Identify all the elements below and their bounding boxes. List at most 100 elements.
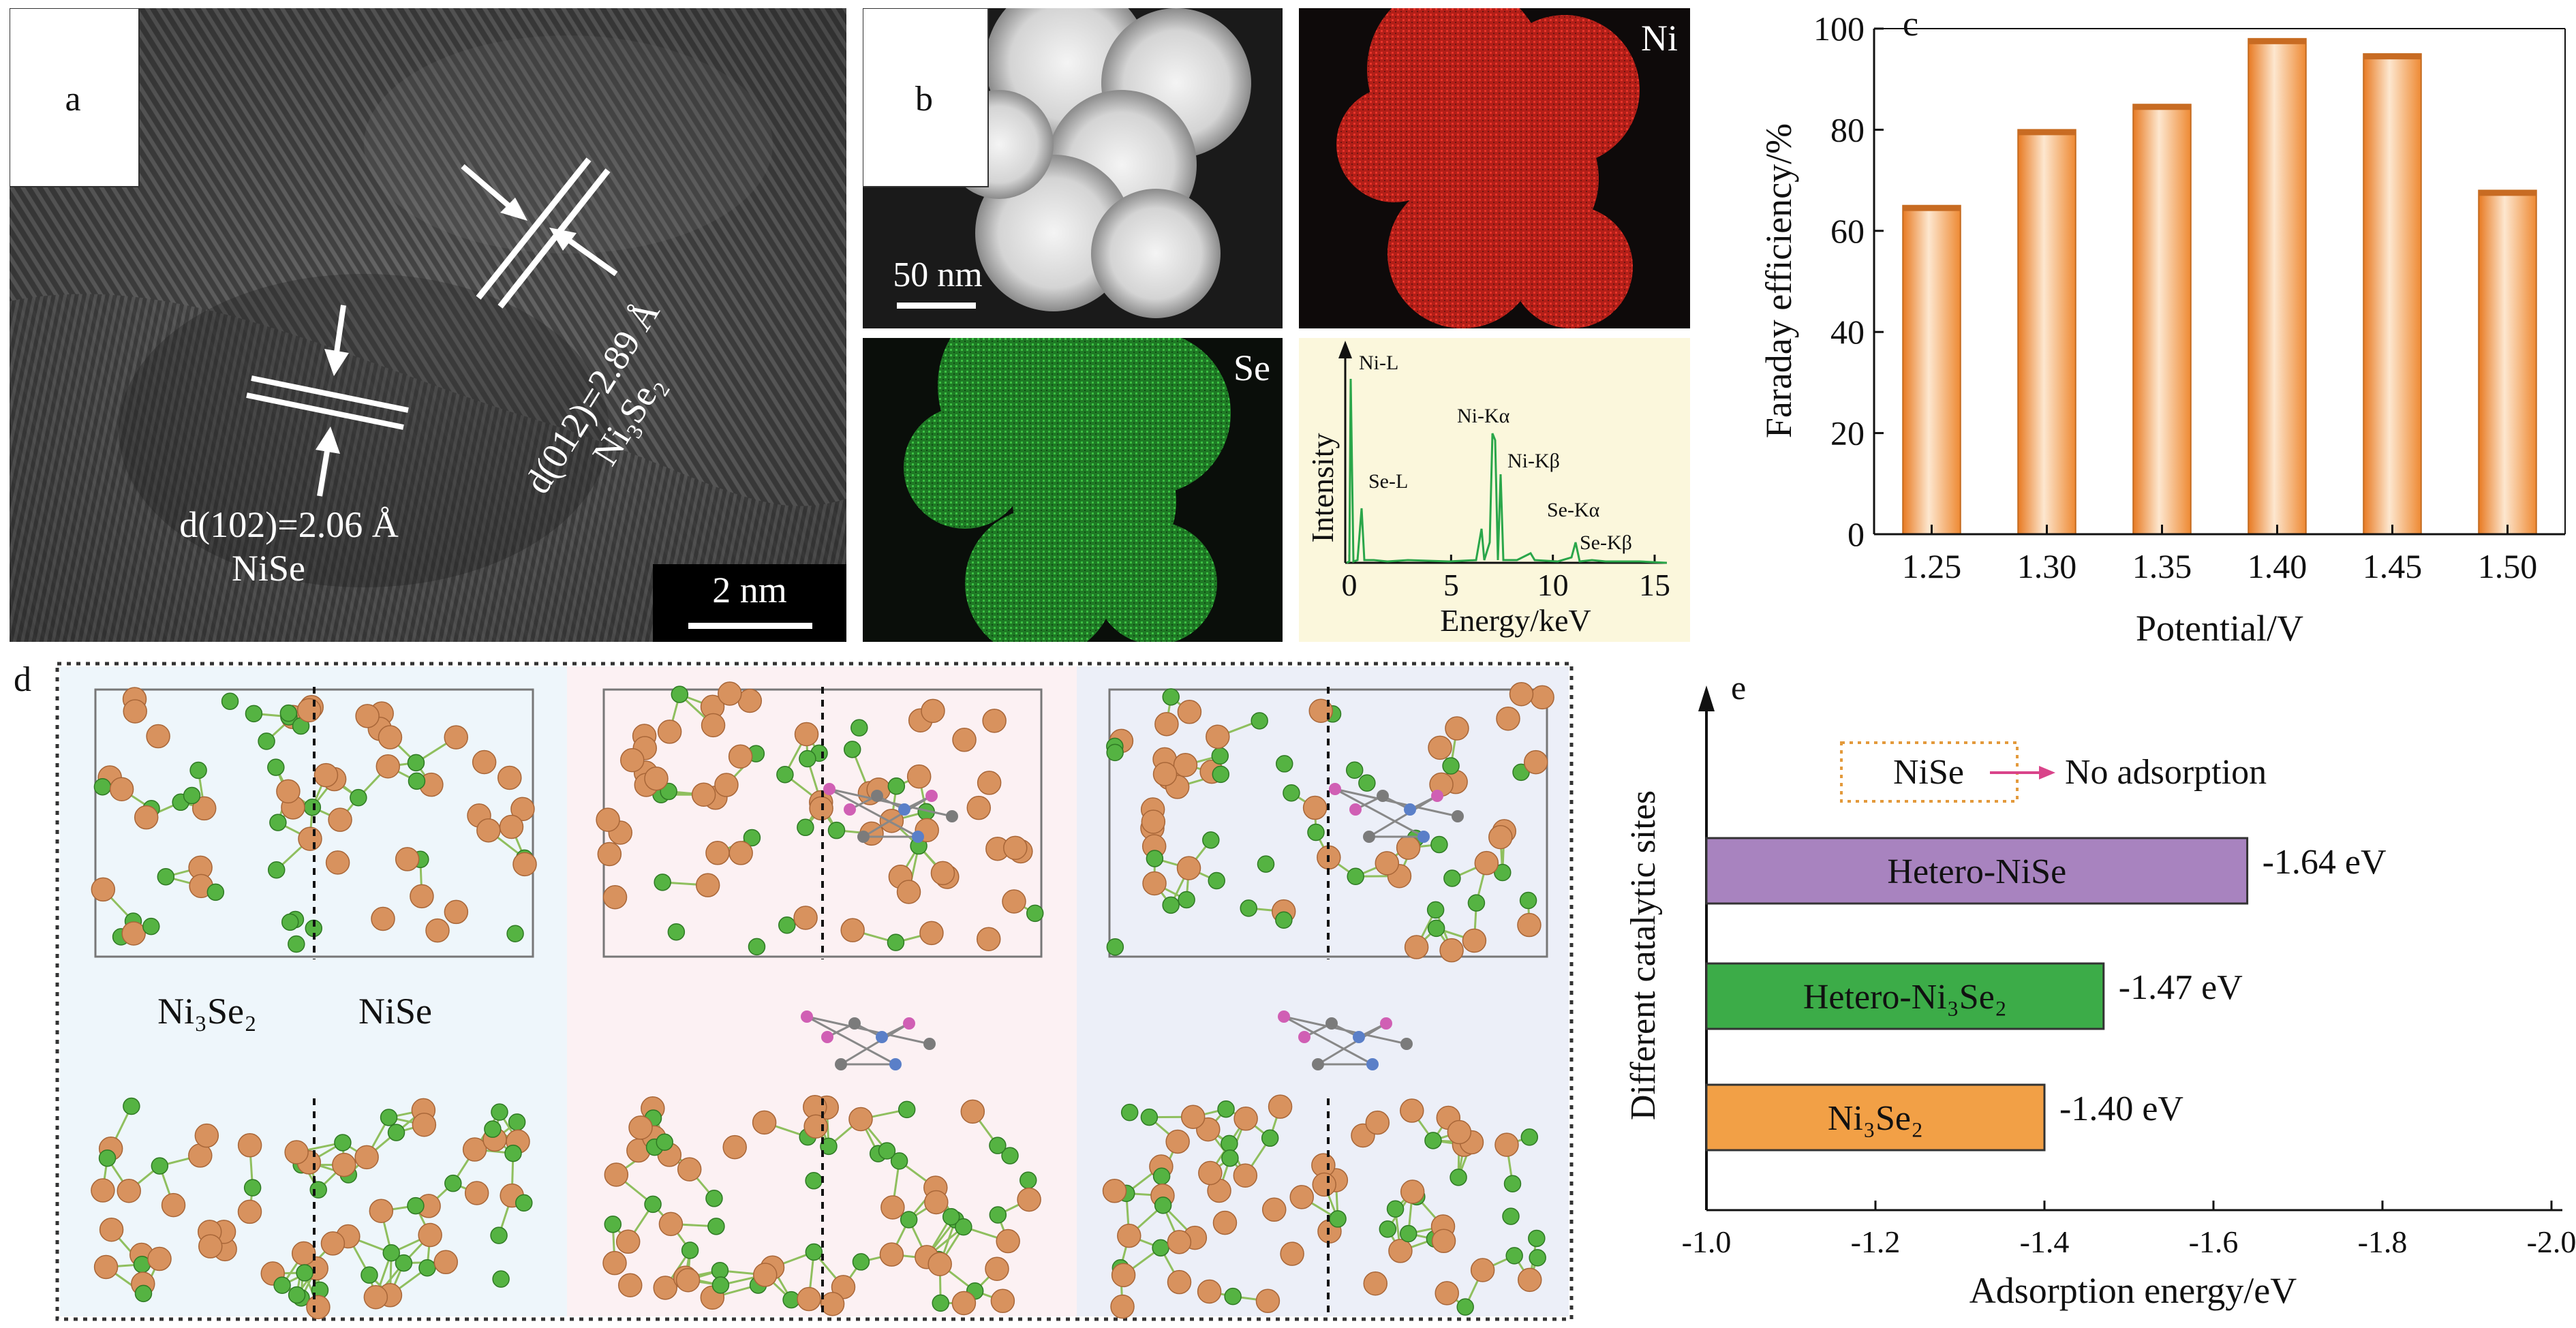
panel-d-structures: d Ni₃Se₂ NiSe (10, 655, 1577, 1323)
panel-b-se-map: Se (863, 338, 1283, 642)
panel-b-label: b (915, 80, 933, 119)
nise-annotation-site: NiSe (1893, 753, 1964, 792)
eds-peak-ni-kb: Ni-Kβ (1507, 450, 1560, 472)
scale-bar-label-b: 50 nm (893, 256, 982, 294)
chart-e-y-label: Different catalytic sites (1624, 790, 1663, 1120)
chart-c-y-tick-label: 60 (1830, 212, 1865, 250)
panel-c-chart: 0 20 40 60 80 100 1.25 1.30 1.35 1.40 1.45 1.50 c … (1704, 0, 2576, 654)
chart-e-x-tick-label: -1.6 (2189, 1224, 2239, 1259)
atomic-structure (1106, 681, 1554, 963)
chart-c-bar (2478, 189, 2537, 535)
chart-c-y-tick-label: 0 (1847, 515, 1865, 553)
panel-a-label: a (65, 80, 80, 119)
eds-peak-ni-ka: Ni-Kα (1457, 405, 1510, 427)
chart-c-panel-label: c (1903, 5, 1918, 44)
chart-c-y-tick-label: 80 (1830, 110, 1865, 149)
chart-e-bar-name: Hetero-NiSe (1887, 852, 2066, 891)
chart-c-bar-cap (2018, 129, 2076, 136)
chart-e-panel-label: e (1731, 668, 1746, 707)
chart-c-bar (2132, 104, 2192, 536)
panel-d-bg-right (1077, 666, 1569, 1316)
dft-structure-illustration: d Ni₃Se₂ NiSe (14, 660, 1574, 1321)
eds-peak-se-l: Se-L (1368, 470, 1408, 493)
lattice-marker-upper (461, 157, 618, 309)
panel-d-label: d (14, 660, 31, 699)
hrtem-image: a d(012)=2.89 Å Ni₃Se₂ d(102)=2.06 Å NiS… (10, 8, 846, 642)
lattice-marker-lower (246, 305, 409, 497)
haadf-image: b 50 nm (863, 8, 1283, 328)
chart-e-x-tick-label: -1.4 (2020, 1224, 2070, 1259)
chart-c-bar (2017, 129, 2076, 535)
panel-b-label-box (863, 8, 989, 187)
ni-map-image: Ni (1299, 8, 1690, 328)
chart-e-bar-name: Hetero-Ni₃Se₂ (1803, 978, 2007, 1017)
scale-bar-a (688, 623, 812, 629)
chart-c-bar (1902, 204, 1961, 535)
label-ni3se2-structure: Ni₃Se₂ (157, 991, 257, 1032)
atomic-structure (91, 687, 537, 959)
chart-e-bar-value-label: -1.40 eV (2059, 1090, 2183, 1128)
chart-c-bar-cap (2248, 38, 2306, 44)
chart-c-x-tick-label: 1.30 (2017, 547, 2077, 585)
ni-map-label: Ni (1641, 18, 1678, 59)
label-nise-structure: NiSe (358, 991, 432, 1032)
chart-e-x-tick-label: -2.0 (2527, 1224, 2576, 1259)
chart-c-bar-cap (1903, 205, 1961, 211)
atomic-structure (1102, 1094, 1546, 1319)
chart-e-bar (1705, 1083, 2046, 1152)
chart-c-x-tick-label: 1.50 (2478, 547, 2538, 585)
atomic-structure (596, 681, 1044, 959)
free-molecule (801, 1010, 936, 1070)
free-molecule (1278, 1010, 1413, 1070)
chart-c-bar (2248, 37, 2307, 535)
scale-bar-b (897, 303, 976, 309)
chart-c-bar-cap (2133, 104, 2191, 110)
atomic-structure (91, 1097, 533, 1320)
nise-annotation-text: No adsorption (2065, 753, 2267, 792)
panel-a-label-box (10, 8, 140, 187)
chart-e-x-tick-label: -1.0 (1682, 1224, 1732, 1259)
chart-e-y-arrow (1698, 685, 1715, 711)
se-map-label: Se (1233, 348, 1270, 388)
eds-spectrum: 0 5 10 15 Ni-L Se-L Ni-Kα Ni-Kβ Se-Kα Se-Kβ… (1299, 338, 1690, 642)
chart-e-x-tick-label: -1.8 (2358, 1224, 2408, 1259)
eds-peak-ni-l: Ni-L (1359, 352, 1398, 374)
panel-b-eds-spectrum: 0 5 10 15 Ni-L Se-L Ni-Kα Ni-Kβ Se-Kα Se-Kβ… (1299, 338, 1690, 642)
eds-x-label: Energy/keV (1440, 603, 1591, 638)
panel-d-frame (55, 662, 1574, 1321)
lattice-label-lower: d(102)=2.06 Å (179, 504, 398, 545)
chart-e-bar (1705, 962, 2105, 1030)
eds-x-tick-label: 10 (1537, 568, 1569, 602)
eds-peak-se-ka: Se-Kα (1547, 499, 1600, 521)
eds-x-tick-label: 0 (1342, 568, 1358, 602)
lattice-phase-lower: NiSe (232, 548, 305, 589)
chart-c-y-tick-label: 40 (1830, 313, 1865, 351)
eds-spectrum-line (1346, 378, 1668, 564)
se-map-image: Se (863, 338, 1283, 642)
chart-c-x-tick-label: 1.40 (2248, 547, 2307, 585)
eds-x-tick-label: 15 (1639, 568, 1670, 602)
eds-x-tick-label: 5 (1443, 568, 1459, 602)
chart-c-bar (2363, 53, 2422, 536)
atomic-structure (602, 1095, 1041, 1316)
chart-c-x-label: Potential/V (2136, 608, 2303, 649)
chart-c-x-tick-label: 1.25 (1902, 547, 1962, 585)
chart-e-bar-value-label: -1.47 eV (2119, 968, 2243, 1007)
chart-e-x-label: Adsorption energy/eV (1969, 1270, 2297, 1311)
chart-c-y-label: Faraday efficiency/% (1758, 123, 1799, 438)
chart-c-bar-cap (2363, 54, 2421, 60)
adsorption-energy-chart: -1.0 -1.2 -1.4 -1.6 -1.8 -2.0 Hetero-NiSe -1.6… (1624, 668, 2576, 1311)
chart-c-x-tick-label: 1.35 (2132, 547, 2192, 585)
panel-b-haadf: b 50 nm (863, 8, 1283, 328)
chart-e-bar-value-label: -1.64 eV (2263, 843, 2387, 882)
panel-e-chart: -1.0 -1.2 -1.4 -1.6 -1.8 -2.0 Hetero-NiSe -1.6… (1595, 655, 2576, 1328)
scale-bar-label-a: 2 nm (712, 570, 787, 611)
panel-a-hrtem: a d(012)=2.89 Å Ni₃Se₂ d(102)=2.06 Å NiS… (10, 8, 846, 642)
panel-b-ni-map: Ni (1299, 8, 1690, 328)
chart-c-bar-cap (2479, 190, 2536, 196)
chart-e-bar-name: Ni₃Se₂ (1828, 1099, 1923, 1138)
chart-e-bar (1705, 837, 2249, 905)
chart-c-y-tick-label: 100 (1813, 10, 1865, 48)
chart-c-y-tick-label: 20 (1830, 414, 1865, 452)
